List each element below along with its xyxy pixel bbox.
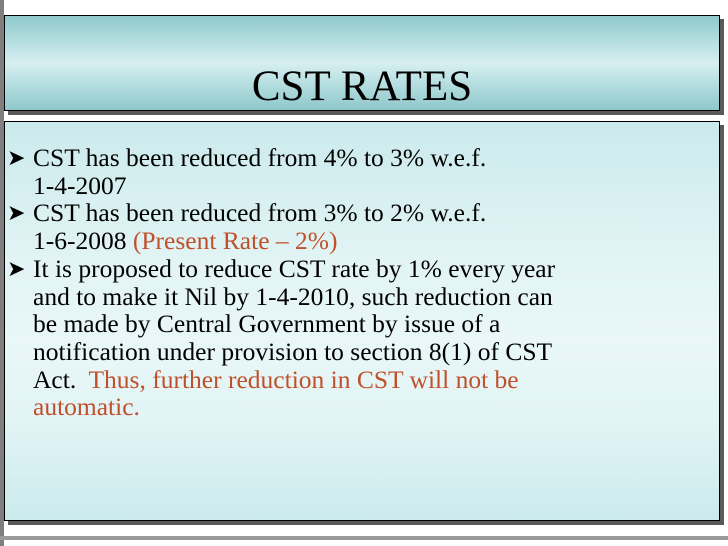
bullet-text: Act. (33, 364, 89, 394)
left-edge-bar (0, 0, 4, 546)
bullet-line: CST has been reduced from 4% to 3% w.e.f… (33, 143, 487, 172)
slide-title: CST RATES (251, 63, 473, 110)
bullet-line: Act. Thus, further reduction in CST will… (33, 364, 705, 394)
arrow-bullet-icon: ➤ (7, 200, 26, 226)
bullet-item: ➤ CST has been reduced from 4% to 3% w.e… (5, 144, 705, 199)
bullet-line: It is proposed to reduce CST rate by 1% … (33, 253, 556, 283)
bullet-line: 1-6-2008 (Present Rate – 2%) (33, 227, 705, 255)
title-panel: CST RATES (4, 15, 720, 111)
reduction-note-highlight: Thus, further reduction in CST will not … (88, 364, 519, 394)
content-panel: ➤ CST has been reduced from 4% to 3% w.e… (4, 121, 720, 521)
bullet-item: ➤ CST has been reduced from 3% to 2% w.e… (5, 199, 705, 254)
arrow-bullet-icon: ➤ (7, 255, 26, 281)
bullet-line: CST has been reduced from 3% to 2% w.e.f… (33, 198, 487, 228)
bullet-list: ➤ CST has been reduced from 4% to 3% w.e… (5, 144, 705, 421)
bullet-item: ➤ It is proposed to reduce CST rate by 1… (5, 255, 705, 421)
reduction-note-highlight: automatic. (33, 392, 140, 422)
bullet-text: 1-6-2008 (33, 226, 133, 256)
bullet-line: 1-4-2007 (33, 170, 127, 200)
bullet-line: and to make it Nil by 1-4-2010, such red… (33, 281, 553, 311)
bullet-line: be made by Central Government by issue o… (33, 309, 501, 339)
bullet-line: notification under provision to section … (33, 336, 553, 366)
present-rate-highlight: (Present Rate – 2%) (132, 226, 338, 256)
bottom-divider (0, 536, 728, 540)
arrow-bullet-icon: ➤ (7, 145, 26, 170)
